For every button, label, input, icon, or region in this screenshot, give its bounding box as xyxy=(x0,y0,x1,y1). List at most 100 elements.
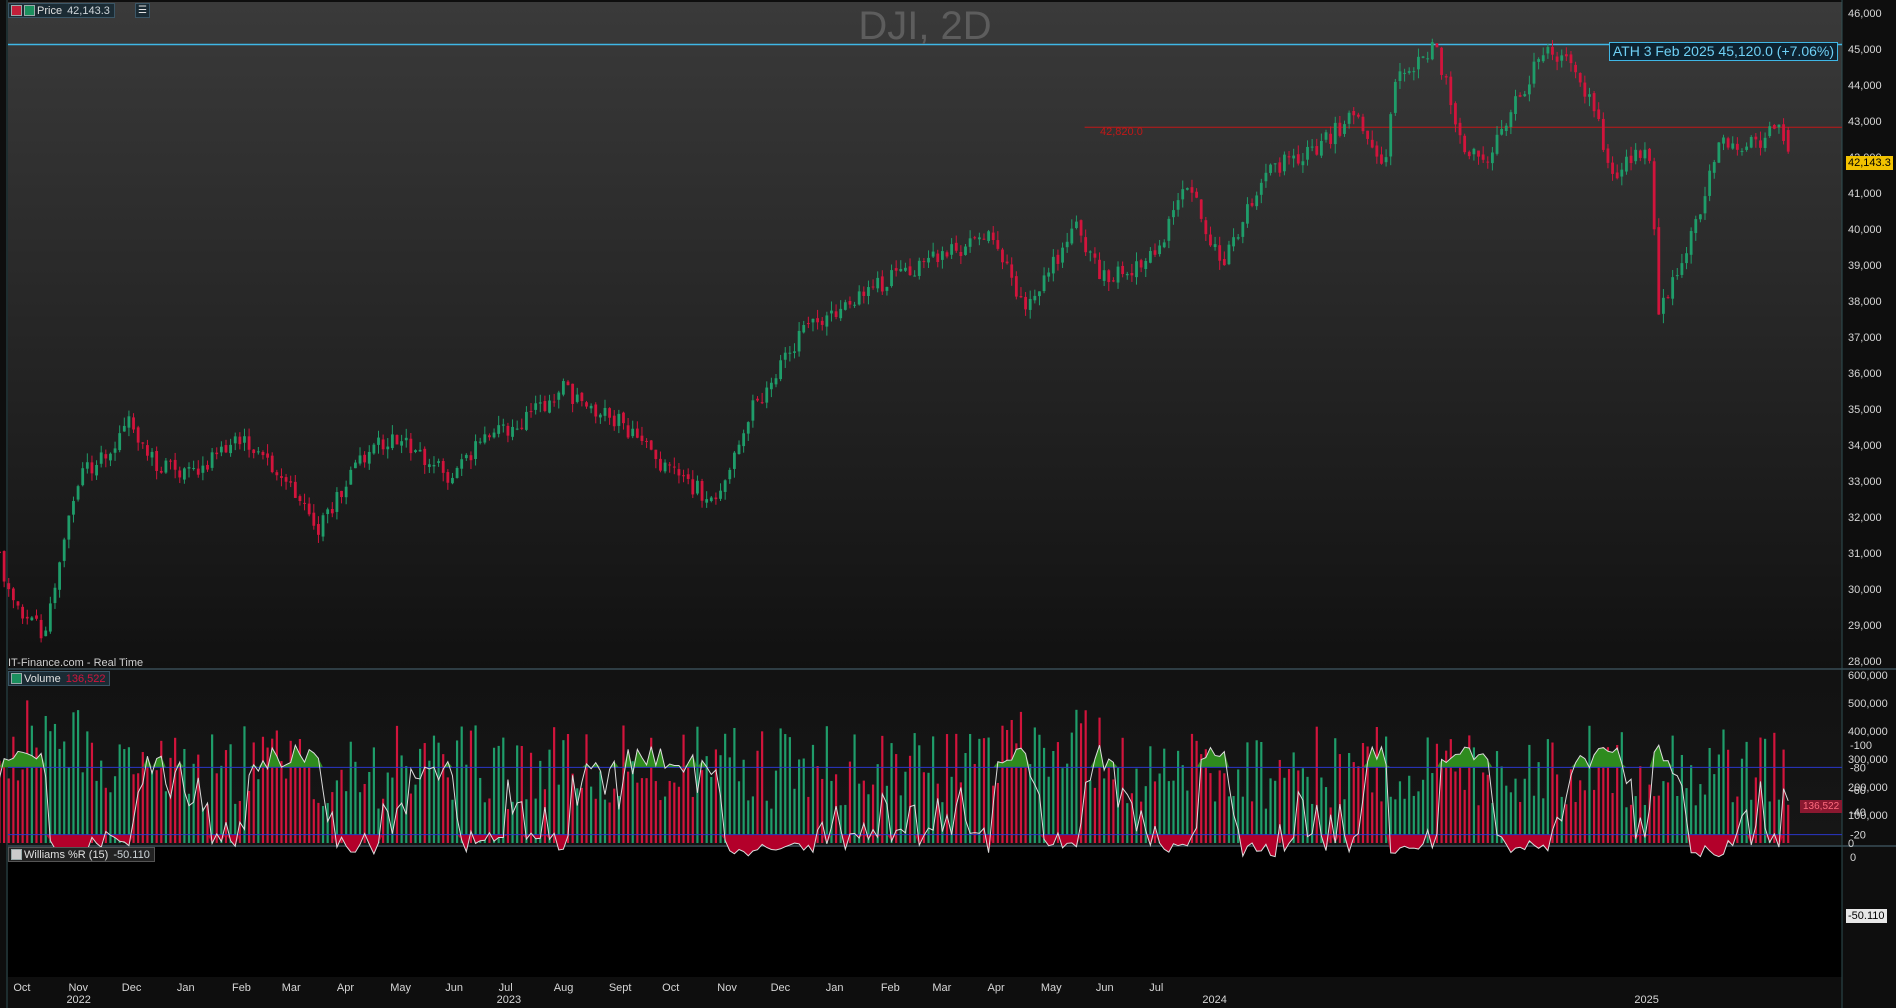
price-tick-label: 31,000 xyxy=(1848,548,1882,560)
candle-body xyxy=(954,242,958,251)
candle-body xyxy=(7,583,11,590)
candle-body xyxy=(72,501,75,515)
candle-body xyxy=(1310,146,1314,148)
candle-body xyxy=(1125,273,1129,276)
volume-bar xyxy=(252,742,255,843)
volume-bar xyxy=(1361,743,1365,843)
williams-panel-header[interactable]: Williams %R (15) -50.110 xyxy=(8,847,155,862)
candle-body xyxy=(1629,155,1633,164)
volume-bar xyxy=(1315,726,1318,843)
volume-bar xyxy=(372,747,375,843)
volume-bar xyxy=(566,734,570,843)
candle-body xyxy=(1259,182,1263,195)
candle-body xyxy=(1185,188,1189,190)
candle-body xyxy=(1569,54,1573,64)
wr-line xyxy=(0,743,1789,858)
candle-body xyxy=(672,466,676,468)
candle-body xyxy=(774,378,778,385)
candle-body xyxy=(1583,82,1587,97)
time-tick-label: Dec xyxy=(122,982,142,994)
price-tick-label: 28,000 xyxy=(1848,656,1882,668)
candle-body xyxy=(728,469,732,480)
volume-bar xyxy=(1477,805,1480,843)
time-tick-label: Mar xyxy=(932,982,951,994)
candle-body xyxy=(1065,241,1069,248)
candle-body xyxy=(210,452,214,468)
candle-body xyxy=(594,404,598,417)
candle-body xyxy=(1014,276,1018,297)
candle-body xyxy=(1075,221,1078,228)
volume-tick-label: 600,000 xyxy=(1848,670,1888,682)
candle-body xyxy=(682,475,685,477)
volume-bar xyxy=(1200,754,1203,843)
volume-bar xyxy=(1449,739,1452,843)
candle-body xyxy=(307,503,311,515)
volume-bar xyxy=(765,800,768,843)
candle-body xyxy=(1319,140,1323,156)
candle-body xyxy=(548,400,551,413)
volume-bar xyxy=(682,734,685,843)
candle-body xyxy=(862,291,866,296)
volume-bar xyxy=(1523,778,1526,843)
volume-bar xyxy=(964,753,967,843)
volume-bar xyxy=(1371,792,1374,843)
volume-bar xyxy=(821,778,824,843)
volume-bar xyxy=(885,785,889,843)
volume-bar xyxy=(76,710,80,843)
volume-bar xyxy=(321,805,325,843)
candle-body xyxy=(353,462,357,469)
candle-body xyxy=(224,445,228,453)
volume-bar xyxy=(160,740,163,843)
candle-body xyxy=(1324,132,1328,140)
candle-body xyxy=(1070,228,1074,244)
volume-bar xyxy=(7,778,10,843)
volume-bar xyxy=(21,769,24,843)
candle-body xyxy=(1088,251,1092,253)
volume-bar xyxy=(1005,730,1009,843)
candle-body xyxy=(122,425,126,432)
candle-body xyxy=(1509,112,1513,128)
candle-body xyxy=(917,260,921,276)
price-tick-label: 40,000 xyxy=(1848,224,1882,236)
add-indicator-icon[interactable] xyxy=(24,5,35,16)
resistance-label: 42,820.0 xyxy=(1100,126,1143,138)
volume-bar xyxy=(1075,709,1078,843)
volume-bar xyxy=(543,789,546,843)
volume-bar xyxy=(613,788,616,843)
volume-bar xyxy=(742,759,745,843)
candle-body xyxy=(150,451,154,458)
candle-body xyxy=(1786,130,1790,152)
candle-body xyxy=(1347,112,1351,124)
volume-panel-header[interactable]: Volume 136,522 xyxy=(8,671,111,686)
candle-body xyxy=(1703,196,1707,214)
price-panel-header[interactable]: Price 42,143.3 xyxy=(8,3,115,18)
candle-body xyxy=(1352,111,1356,116)
volume-bar xyxy=(247,790,251,843)
price-panel-bg xyxy=(8,2,1842,668)
volume-bar xyxy=(1306,776,1309,843)
price-tick-label: 39,000 xyxy=(1848,260,1882,272)
candle-body xyxy=(1102,270,1106,281)
candle-body xyxy=(1361,116,1365,132)
candle-body xyxy=(1356,114,1360,117)
volume-bar xyxy=(317,802,320,843)
close-panel-icon[interactable] xyxy=(11,5,22,16)
volume-bar xyxy=(1653,796,1656,843)
candle-body xyxy=(589,405,593,409)
volume-bar xyxy=(137,773,140,843)
volume-bar xyxy=(756,750,759,843)
candle-body xyxy=(1652,161,1656,230)
volume-bar xyxy=(1287,769,1291,843)
volume-bar xyxy=(631,761,634,843)
panel-menu-button[interactable]: ☰ xyxy=(135,3,150,18)
volume-bar xyxy=(197,754,200,843)
candle-body xyxy=(118,433,122,451)
volume-bar xyxy=(1061,768,1064,843)
candle-body xyxy=(1426,58,1430,60)
time-tick-label: Apr xyxy=(337,982,354,994)
candle-body xyxy=(1606,148,1610,163)
volume-bar xyxy=(724,733,727,843)
volume-bar xyxy=(289,740,292,843)
candle-body xyxy=(344,486,348,498)
candle-body xyxy=(201,465,205,473)
